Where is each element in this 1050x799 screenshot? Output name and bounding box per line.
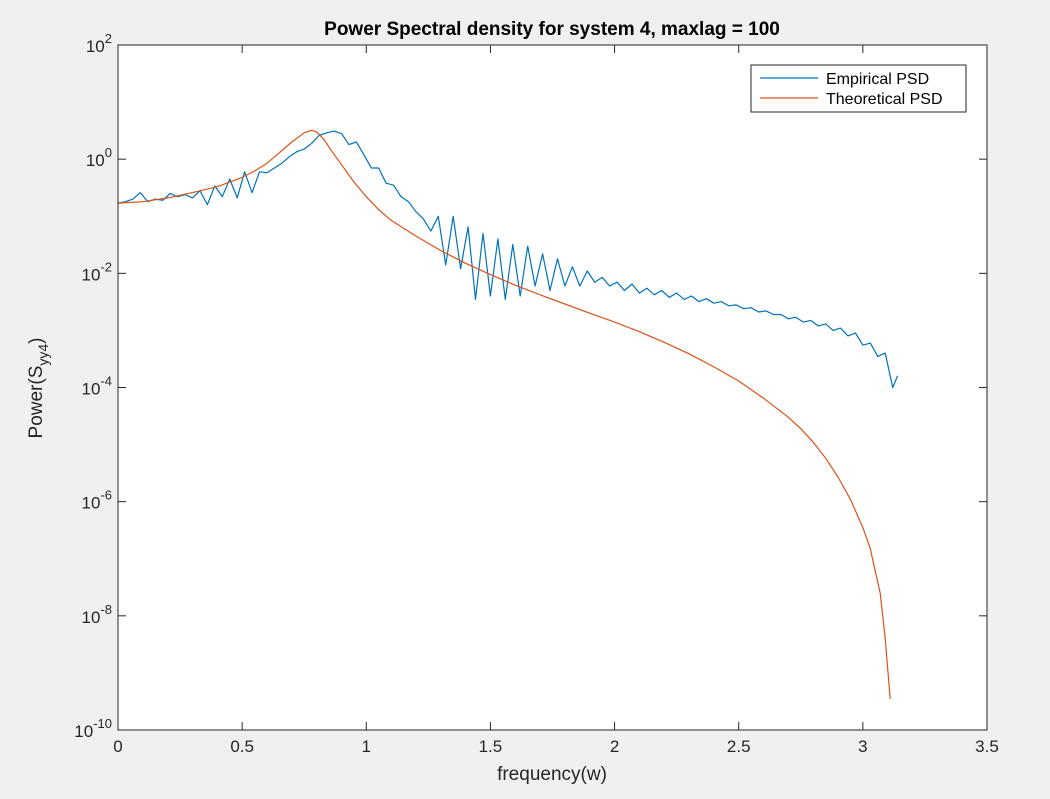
x-tick-label: 0.5 bbox=[230, 737, 254, 756]
legend-label-theoretical: Theoretical PSD bbox=[826, 91, 943, 108]
y-tick-label: 10-10 bbox=[74, 716, 112, 741]
legend: Empirical PSD Theoretical PSD bbox=[750, 64, 967, 113]
y-tick-label: 100 bbox=[86, 145, 112, 170]
x-tick-label: 1.5 bbox=[479, 737, 503, 756]
y-tick-label: 102 bbox=[86, 31, 112, 56]
x-tick-label: 2 bbox=[610, 737, 619, 756]
legend-box bbox=[750, 64, 967, 113]
y-tick-label: 10-8 bbox=[82, 602, 112, 627]
axis-ticks: 0 0.5 1 1.5 2 2.5 3 3.5 102 100 10-2 10-4 10-6 10-8 10… bbox=[74, 31, 999, 756]
theoretical-psd-line bbox=[117, 129, 891, 699]
x-tick-label: 3.5 bbox=[975, 737, 999, 756]
plot-area bbox=[118, 45, 987, 730]
legend-label-empirical: Empirical PSD bbox=[826, 71, 929, 88]
y-axis-label-suffix: ) bbox=[26, 338, 47, 344]
x-tick-label: 2.5 bbox=[727, 737, 751, 756]
x-tick-label: 1 bbox=[362, 737, 371, 756]
y-axis-label-base: Power(S bbox=[26, 366, 47, 439]
plot-frame bbox=[117, 44, 988, 731]
series-lines bbox=[117, 129, 899, 699]
x-tick-label: 0 bbox=[113, 737, 122, 756]
y-tick-label: 10-2 bbox=[82, 259, 112, 284]
y-axis-label-subscript: yy4 bbox=[35, 344, 51, 366]
x-axis-label: frequency(w) bbox=[497, 764, 607, 785]
empirical-psd-line bbox=[117, 130, 899, 389]
y-tick-label: 10-4 bbox=[82, 374, 112, 399]
chart-title: Power Spectral density for system 4, max… bbox=[324, 19, 780, 40]
y-axis-label: Power(Syy4) bbox=[26, 338, 51, 439]
y-tick-label: 10-6 bbox=[82, 488, 112, 513]
x-tick-label: 3 bbox=[858, 737, 867, 756]
